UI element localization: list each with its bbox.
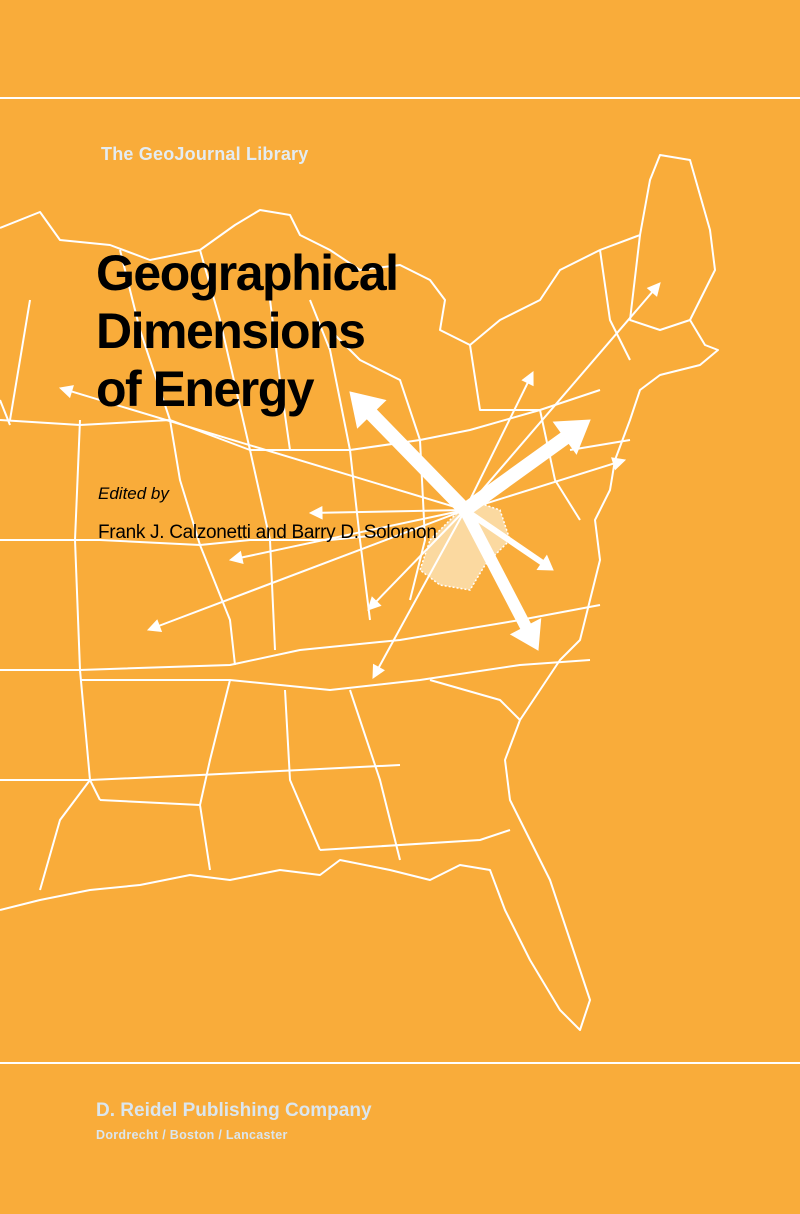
flow-arrow-head [509, 617, 542, 651]
flow-arrow-shaft [71, 390, 466, 511]
flow-arrow-shaft [460, 432, 570, 516]
flow-arrow-shaft [464, 382, 529, 511]
flow-arrow-shaft [375, 509, 466, 603]
flow-arrow-head [611, 457, 627, 471]
flow-arrow-shaft [463, 507, 544, 566]
flow-arrow-head [58, 385, 74, 399]
flow-arrow-head [646, 282, 661, 297]
flow-arrow-shaft [321, 509, 466, 514]
publisher-name: D. Reidel Publishing Company [96, 1100, 372, 1121]
flow-arrow-head [367, 596, 382, 611]
title-line: Geographical [96, 245, 399, 301]
flow-arrow-head [308, 505, 323, 520]
map-outline [0, 154, 719, 1031]
book-title: Geographical Dimensions of Energy [96, 244, 399, 418]
flow-arrow-head [536, 554, 554, 571]
flow-arrow-shaft [459, 507, 532, 630]
publisher-places: Dordrecht / Boston / Lancaster [96, 1128, 288, 1142]
flow-arrow-head [521, 370, 534, 387]
flow-arrow-shaft [377, 509, 466, 668]
flow-arrow-head [372, 663, 385, 679]
eastern-us-map-illustration [0, 154, 719, 1031]
flow-arrow-shaft [464, 291, 653, 511]
flow-arrow-shaft [158, 509, 466, 627]
authors: Frank J. Calzonetti and Barry D. Solomon [98, 522, 437, 543]
series-name: The GeoJournal Library [101, 144, 309, 164]
flow-arrow-shaft [241, 509, 466, 559]
flow-arrow-shaft [366, 409, 471, 515]
edited-by-label: Edited by [98, 484, 169, 503]
top-rule [0, 97, 800, 99]
flow-arrow-head [228, 550, 244, 565]
flow-arrow-head [552, 419, 591, 455]
title-line: Dimensions [96, 303, 366, 359]
flow-arrow-head [349, 391, 387, 429]
title-line: of Energy [96, 361, 315, 417]
bottom-rule [0, 1062, 800, 1064]
flow-arrow-shaft [464, 462, 614, 511]
flow-arrow-head [146, 619, 163, 632]
